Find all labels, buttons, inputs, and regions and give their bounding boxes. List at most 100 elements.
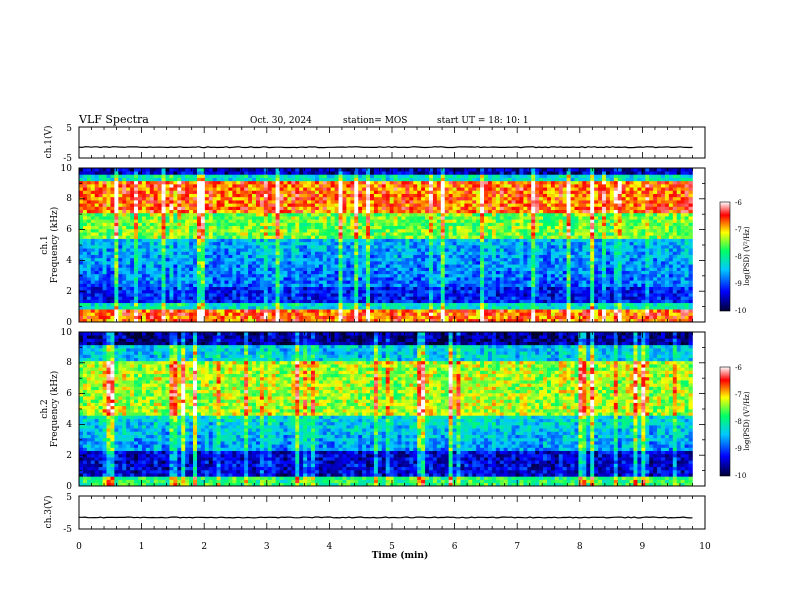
spectrogram-cell <box>330 180 335 185</box>
spectrogram-cell <box>314 228 320 233</box>
spectrogram-cell <box>377 289 383 294</box>
spectrogram-cell <box>295 261 300 265</box>
spectrogram-cell <box>405 312 410 316</box>
spectrogram-cell <box>283 216 288 220</box>
spectrogram-cell <box>425 216 430 220</box>
spectrogram-cell <box>346 228 351 233</box>
spectrogram-cell <box>448 190 453 194</box>
spectrogram-cell <box>425 251 430 255</box>
spectrogram-cell <box>468 196 473 201</box>
spectrogram-cell <box>86 232 92 236</box>
spectrogram-cell <box>373 171 379 175</box>
spectrogram-cell <box>409 309 414 313</box>
spectrogram-cell <box>259 264 265 268</box>
spectrogram-cell <box>200 248 206 252</box>
spectrogram-cell <box>425 196 430 201</box>
spectrogram-cell <box>326 212 331 217</box>
spectrogram-cell <box>456 206 461 211</box>
spectrogram-cell <box>425 206 430 211</box>
spectrogram-cell <box>248 315 253 320</box>
spectrogram-cell <box>102 289 107 294</box>
spectrogram-cell <box>189 200 194 204</box>
spectrogram-cell <box>185 235 190 239</box>
spectrogram-cell <box>476 245 481 249</box>
spectrogram-cell <box>476 309 481 313</box>
spectrogram-cell <box>460 196 465 201</box>
spectrogram-cell <box>244 289 249 294</box>
spectrogram-cell <box>149 286 155 291</box>
spectrogram-cell <box>82 312 88 316</box>
spectrogram-cell <box>145 212 151 217</box>
spectrogram-cell <box>196 248 202 252</box>
spectrogram-cell <box>189 267 194 271</box>
spectrogram-cell <box>354 238 359 243</box>
spectrogram-cell <box>448 200 453 204</box>
spectrogram-cell <box>448 225 453 230</box>
spectrogram-cell <box>362 302 367 307</box>
spectrogram-cell <box>322 232 328 236</box>
spectrogram-cell <box>346 206 351 211</box>
spectrogram-cell <box>114 238 119 243</box>
spectrogram-cell <box>122 203 127 207</box>
spectrogram-cell <box>413 184 418 188</box>
spectrogram-cell <box>358 241 363 246</box>
spectrogram-cell <box>456 254 461 259</box>
spectrogram-cell <box>279 293 284 297</box>
spectrogram-cell <box>381 241 387 246</box>
spectrogram-cell <box>366 286 371 291</box>
spectrogram-cell <box>204 235 210 239</box>
spectrogram-cell <box>161 203 166 207</box>
spectrogram-cell <box>275 177 280 182</box>
spectrogram-cell <box>122 190 127 194</box>
spectrogram-cell <box>161 261 166 265</box>
spectrogram-cell <box>413 187 418 191</box>
spectrogram-cell <box>440 184 446 188</box>
spectrogram-cell <box>86 174 92 178</box>
spectrogram-cell <box>350 196 355 201</box>
spectrogram-cell <box>334 318 339 323</box>
spectrogram-cell <box>350 206 355 211</box>
spectrogram-cell <box>165 289 170 294</box>
spectrogram-cell <box>173 190 178 194</box>
spectrogram-cell <box>366 251 371 255</box>
spectrogram-cell <box>429 289 434 294</box>
spectrogram-cell <box>141 257 147 262</box>
spectrogram-cell <box>409 232 414 236</box>
spectrogram-cell <box>322 238 328 243</box>
spectrogram-cell <box>350 238 355 243</box>
spectrogram-cell <box>287 257 292 262</box>
spectrogram-cell <box>314 203 320 207</box>
spectrogram-cell <box>224 312 229 316</box>
spectrogram-cell <box>169 216 174 220</box>
spectrogram-cell <box>106 168 111 172</box>
spectrogram-cell <box>236 225 241 230</box>
spectrogram-cell <box>90 254 96 259</box>
spectrogram-cell <box>208 251 213 255</box>
spectrogram-cell <box>220 222 225 227</box>
spectrogram-cell <box>161 180 166 185</box>
spectrogram-cell <box>212 203 217 207</box>
spectrogram-cell <box>248 302 253 307</box>
spectrogram-cell <box>137 245 143 249</box>
spectrogram-cell <box>86 171 92 175</box>
spectrogram-cell <box>377 193 383 198</box>
spectrogram-cell <box>279 267 284 271</box>
spectrogram-cell <box>373 203 379 207</box>
spectrogram-cell <box>130 196 135 201</box>
spectrogram-cell <box>244 254 249 259</box>
spectrogram-cell <box>448 171 453 175</box>
spectrogram-cell <box>94 289 99 294</box>
spectrogram-cell <box>358 309 363 313</box>
spectrogram-cell <box>177 216 182 220</box>
spectrogram-cell <box>196 264 202 268</box>
spectrogram-cell <box>259 190 265 194</box>
ch1-voltage-ylabel: ch.1(V) <box>43 126 54 159</box>
spectrogram-cell <box>318 225 324 230</box>
spectrogram-cell <box>248 222 253 227</box>
spectrogram-cell <box>134 245 139 249</box>
spectrogram-cell <box>330 251 335 255</box>
spectrogram-cell <box>425 174 430 178</box>
spectrogram-cell <box>397 286 402 291</box>
spectrogram-cell <box>318 190 324 194</box>
spectrogram-cell <box>134 190 139 194</box>
